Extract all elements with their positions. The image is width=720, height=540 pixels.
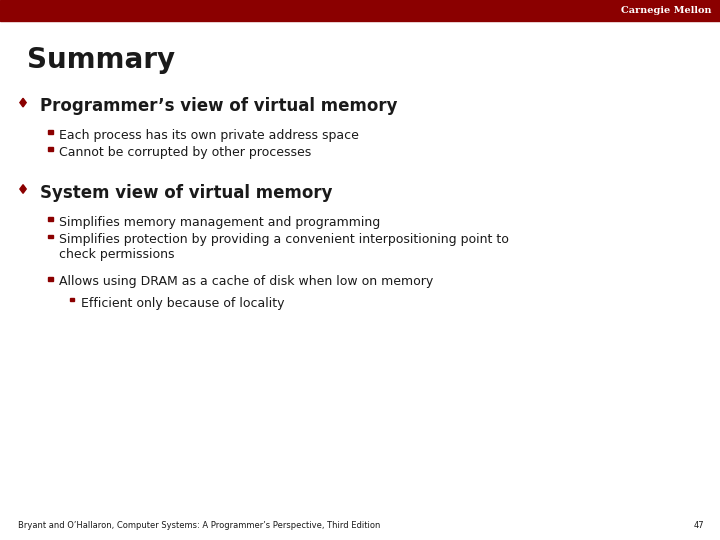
Bar xyxy=(48,276,53,281)
Bar xyxy=(48,234,53,239)
Text: Allows using DRAM as a cache of disk when low on memory: Allows using DRAM as a cache of disk whe… xyxy=(59,275,433,288)
Text: Summary: Summary xyxy=(27,46,176,74)
Polygon shape xyxy=(20,185,26,193)
Bar xyxy=(70,298,74,301)
Text: Simplifies protection by providing a convenient interpositioning point to
check : Simplifies protection by providing a con… xyxy=(59,233,509,261)
Text: Each process has its own private address space: Each process has its own private address… xyxy=(59,129,359,141)
Text: 47: 47 xyxy=(693,521,704,530)
Text: Efficient only because of locality: Efficient only because of locality xyxy=(81,297,284,310)
Polygon shape xyxy=(20,98,26,107)
Bar xyxy=(48,217,53,221)
Text: System view of virtual memory: System view of virtual memory xyxy=(40,184,332,201)
Bar xyxy=(48,147,53,151)
Text: Carnegie Mellon: Carnegie Mellon xyxy=(621,6,711,15)
Text: Cannot be corrupted by other processes: Cannot be corrupted by other processes xyxy=(59,146,311,159)
Text: Bryant and O’Hallaron, Computer Systems: A Programmer’s Perspective, Third Editi: Bryant and O’Hallaron, Computer Systems:… xyxy=(18,521,380,530)
Bar xyxy=(48,130,53,133)
Text: Programmer’s view of virtual memory: Programmer’s view of virtual memory xyxy=(40,97,397,115)
Bar xyxy=(0,0,720,21)
Text: Simplifies memory management and programming: Simplifies memory management and program… xyxy=(59,216,380,229)
